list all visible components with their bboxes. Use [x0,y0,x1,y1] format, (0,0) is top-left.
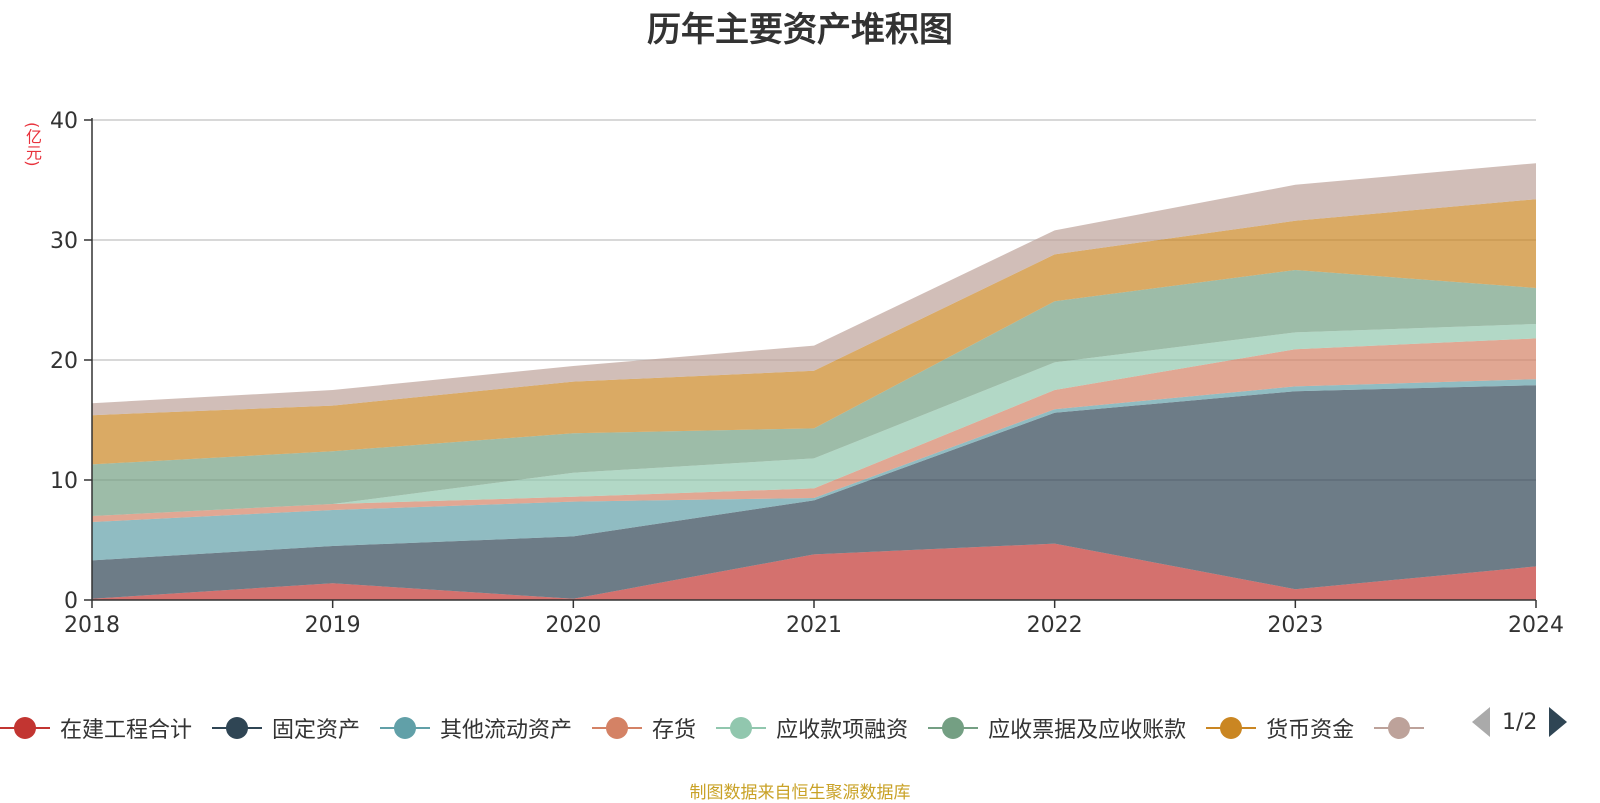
legend-item-7[interactable] [1374,717,1434,739]
data-source-note: 制图数据来自恒生聚源数据库 [689,783,911,803]
legend-label: 货币资金 [1266,718,1355,743]
y-axis-unit-label: (亿元) [23,122,42,167]
x-tick-label-2: 2020 [545,613,601,638]
area-series-0 [92,543,1536,600]
y-tick-label-2: 20 [50,349,78,374]
x-tick-label-1: 2019 [305,613,361,638]
legend-page-indicator: 1/2 [1502,709,1538,735]
x-tick-label-3: 2021 [786,613,842,638]
area-series-1 [92,385,1536,599]
legend-item-0[interactable]: 在建工程合计 [0,712,192,744]
legend-item-5[interactable]: 应收票据及应收账款 [928,712,1186,744]
legend-label: 其他流动资产 [440,718,573,743]
x-tick-label-4: 2022 [1027,613,1083,638]
legend-marker-icon [380,717,431,739]
y-tick-label-4: 40 [50,109,78,134]
y-tick-label-0: 0 [64,589,78,614]
area-series-6 [92,199,1536,465]
legend-marker-icon [212,717,263,739]
legend-marker-icon [1374,717,1425,739]
legend-next-page-icon[interactable] [1549,707,1568,737]
x-tick-label-5: 2023 [1267,613,1323,638]
area-series-7 [92,163,1536,416]
legend-marker-icon [1206,717,1257,739]
x-tick-label-0: 2018 [64,613,120,638]
area-series-4 [92,324,1536,516]
legend: 在建工程合计 固定资产 其他流动资产 存货 应收款项融资 应收票据及应收账款 货币资金 [0,712,1500,752]
legend-item-2[interactable]: 其他流动资产 [380,712,572,744]
legend-label: 存货 [652,718,697,743]
legend-marker-icon [928,717,979,739]
legend-label: 应收款项融资 [776,718,909,743]
y-tick-label-1: 10 [50,469,78,494]
legend-marker-icon [716,717,767,739]
y-tick-label-3: 30 [50,229,78,254]
legend-label: 应收票据及应收账款 [988,718,1187,743]
legend-item-3[interactable]: 存货 [592,712,696,744]
legend-item-1[interactable]: 固定资产 [212,712,360,744]
stacked-area-chart: 0 10 20 30 40 2018 2019 2020 2021 2022 2023 2024 [50,109,1564,638]
chart-title: 历年主要资产堆积图 [647,10,953,50]
area-series-2 [92,379,1536,561]
area-series-3 [92,338,1536,522]
legend-marker-icon [592,717,643,739]
legend-item-4[interactable]: 应收款项融资 [716,712,908,744]
legend-pager: 1/2 [1472,702,1568,742]
x-tick-label-6: 2024 [1508,613,1564,638]
legend-marker-icon [0,717,50,739]
area-series-5 [92,270,1536,516]
legend-label: 固定资产 [272,718,361,743]
legend-label: 在建工程合计 [60,718,193,743]
legend-prev-page-icon[interactable] [1472,707,1490,737]
legend-item-6[interactable]: 货币资金 [1206,712,1354,744]
